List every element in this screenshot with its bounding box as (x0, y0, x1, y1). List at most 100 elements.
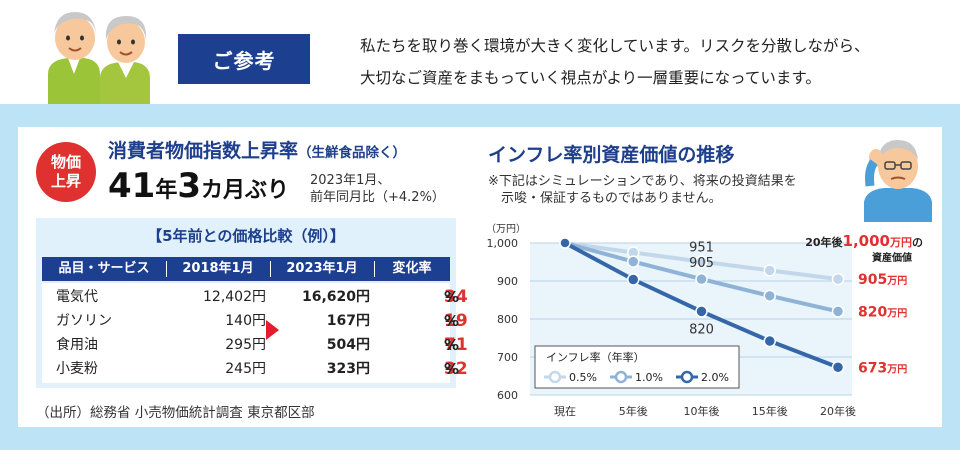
data-point (695, 305, 708, 318)
inflation-line-chart: 600 700 800 900 1,000 （万円） 現在 5年後 10年後 15年後 20年後 95… (486, 223, 923, 418)
rate-sign: + (444, 288, 457, 306)
header-divider (374, 261, 375, 277)
legend-box (534, 345, 740, 389)
legend-swatch-marker (548, 370, 562, 384)
price-2023: 16,620円 (301, 289, 370, 305)
y-axis-label: （万円） (486, 223, 526, 235)
table-row: 小麦粉 245円 323円 +32% (42, 357, 468, 381)
legend-entry: 1.0% (635, 371, 663, 384)
rate-pct: % (444, 336, 460, 354)
end-value-label: 820万円 (858, 304, 907, 320)
item-name: 小麦粉 (56, 361, 98, 377)
data-point (763, 264, 776, 277)
data-point (763, 289, 776, 303)
cpi-title-main: 消費者物価指数上昇率 (108, 140, 299, 162)
comparison-title: 【5年前との価格比較（例）】 (147, 227, 345, 245)
badge-line: 上昇 (50, 172, 81, 190)
price-2018: 295円 (225, 337, 266, 353)
data-label: 951 (689, 241, 714, 256)
table-row: ガソリン 140円 167円 +19% (42, 309, 468, 333)
data-point (695, 255, 708, 268)
simulation-disclaimer: ※下記はシミュレーションであり、将来の投資結果を 示唆・保証するものではありませ… (488, 173, 868, 207)
rate-digits: 32 (444, 359, 468, 379)
months-number: 3 (177, 166, 202, 206)
end-value-label: 905万円 (858, 272, 907, 288)
intro-line: 大切なご資産をまもっていく視点がより一層重要になっています。 (360, 69, 821, 87)
legend-title: インフレ率（年率） (546, 350, 645, 364)
intro-line: 私たちを取り巻く環境が大きく変化しています。リスクを分散しながら、 (360, 37, 870, 55)
cpi-headline: 41年3カ月ぶり (108, 166, 289, 212)
rate-sign: + (444, 336, 457, 354)
reference-badge: ご参考 (178, 34, 310, 84)
price-2018: 12,402円 (203, 289, 266, 305)
rate-pct: % (444, 312, 460, 330)
column-header: 品目・サービス (58, 261, 150, 276)
badge-line: 物価 (50, 153, 81, 171)
table-row: 電気代 12,402円 16,620円 +34% (42, 285, 468, 309)
data-point (627, 255, 640, 268)
data-point (627, 273, 640, 286)
data-point (559, 237, 571, 249)
source-note: （出所）総務省 小売物価統計調査 東京都区部 (36, 405, 315, 421)
rate-pct: % (444, 360, 460, 378)
price-2023: 323円 (326, 361, 370, 377)
data-point (831, 305, 845, 318)
cpi-note-line: 2023年1月、 (310, 173, 391, 188)
rate-digits: 34 (444, 287, 468, 307)
years-number: 41 (108, 166, 156, 206)
top-banner: ご参考 私たちを取り巻く環境が大きく変化しています。リスクを分散しながら、 大切… (0, 0, 960, 104)
column-header: 2023年1月 (286, 261, 358, 276)
y-tick-label: 1,000 (487, 237, 519, 250)
y-tick-label: 800 (497, 313, 518, 326)
header-divider (270, 261, 271, 277)
data-point (831, 361, 845, 374)
cpi-note: 2023年1月、 前年同月比（+4.2%） (310, 172, 445, 206)
cpi-note-line: 前年同月比（+4.2%） (310, 190, 445, 205)
legend-swatch-marker (680, 370, 694, 384)
legend-swatch-marker (614, 370, 628, 384)
price-2018: 245円 (225, 361, 266, 377)
data-label: 905 (689, 256, 714, 271)
months-unit: カ月ぶり (201, 178, 290, 203)
worried-man-illustration (864, 140, 932, 222)
seniors-illustration (48, 12, 150, 104)
y-tick-label: 900 (497, 275, 518, 288)
rate-digits: 71 (444, 335, 468, 355)
price-2018: 140円 (225, 313, 266, 329)
price-rise-badge: 物価 上昇 (36, 142, 96, 202)
rate-sign: + (444, 312, 457, 330)
item-name: 電気代 (56, 289, 98, 305)
end-value-label: 673万円 (858, 360, 907, 376)
x-tick-label: 15年後 (752, 404, 788, 418)
legend-entry: 0.5% (569, 371, 597, 384)
disclaimer-line: ※下記はシミュレーションであり、将来の投資結果を (488, 174, 797, 189)
item-name: ガソリン (56, 313, 112, 329)
intro-text: 私たちを取り巻く環境が大きく変化しています。リスクを分散しながら、 大切なご資産… (360, 30, 950, 94)
x-tick-label: 10年後 (684, 404, 720, 418)
cpi-title: 消費者物価指数上昇率（生鮮食品除く） (108, 136, 406, 163)
comparison-table-body: 電気代 12,402円 16,620円 +34% ガソリン 140円 167円 … (42, 283, 468, 383)
years-unit: 年 (155, 178, 178, 203)
arrow-right-icon (266, 320, 279, 340)
inflation-chart-title: インフレ率別資産価値の推移 (488, 144, 735, 166)
table-row: 食用油 295円 504円 +71% (42, 333, 468, 357)
price-2023: 504円 (326, 337, 370, 353)
disclaimer-line: 示唆・保証するものではありません。 (501, 191, 722, 206)
rate-digits: 19 (444, 311, 468, 331)
header-divider (166, 261, 167, 277)
legend-entry: 2.0% (701, 371, 729, 384)
rate-sign: + (444, 360, 457, 378)
data-point (695, 272, 708, 286)
column-header: 変化率 (392, 261, 432, 276)
x-tick-label: 5年後 (619, 404, 648, 418)
callout-line1: 20年後1,000万円の (805, 232, 923, 250)
x-tick-label: 現在 (554, 405, 576, 418)
item-name: 食用油 (56, 337, 98, 353)
cpi-title-note: （生鮮食品除く） (298, 145, 407, 161)
data-point (763, 334, 776, 348)
callout-line2: 資産価値 (872, 251, 912, 264)
data-label: 820 (689, 322, 714, 337)
column-header: 2018年1月 (182, 261, 254, 276)
x-tick-label: 20年後 (820, 404, 856, 418)
rate-pct: % (444, 288, 460, 306)
